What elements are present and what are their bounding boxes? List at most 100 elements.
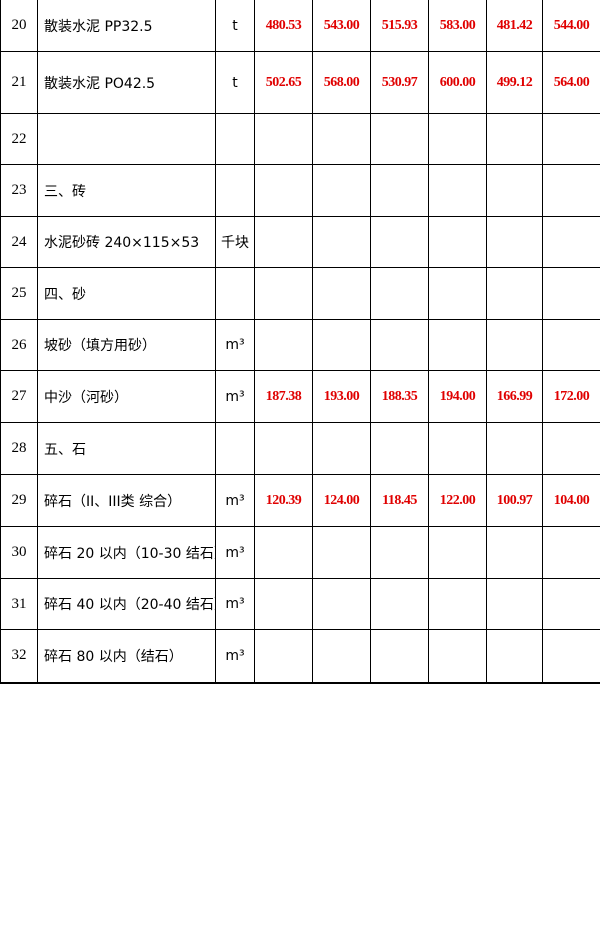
price: 118.45 — [370, 474, 429, 527]
price: 481.42 — [486, 0, 543, 52]
price — [542, 578, 600, 630]
price — [254, 267, 313, 320]
item-name: 三、砖 — [37, 164, 216, 217]
row-number: 26 — [0, 319, 38, 371]
price — [542, 216, 600, 268]
unit — [215, 422, 255, 475]
price — [370, 164, 429, 217]
price: 544.00 — [542, 0, 600, 52]
price — [542, 113, 600, 165]
price: 172.00 — [542, 370, 600, 423]
price — [428, 526, 487, 579]
price — [486, 164, 543, 217]
price: 530.97 — [370, 51, 429, 114]
price — [542, 629, 600, 684]
price — [254, 319, 313, 371]
row-number: 27 — [0, 370, 38, 423]
table-body: 20 散装水泥 PP32.5 t 480.53 543.00 515.93 583.00 48… — [0, 0, 600, 684]
row-number: 28 — [0, 422, 38, 475]
unit: t — [215, 0, 255, 52]
price — [428, 319, 487, 371]
price: 100.97 — [486, 474, 543, 527]
price — [254, 422, 313, 475]
price: 193.00 — [312, 370, 371, 423]
price — [312, 422, 371, 475]
table-row: 27 中沙（河砂） m³ 187.38 193.00 188.35 194.00 166.99… — [0, 370, 600, 423]
table-row: 22 — [0, 113, 600, 165]
price: 600.00 — [428, 51, 487, 114]
price — [370, 422, 429, 475]
price — [486, 422, 543, 475]
price — [312, 319, 371, 371]
price — [542, 526, 600, 579]
price — [542, 164, 600, 217]
price — [312, 113, 371, 165]
price: 104.00 — [542, 474, 600, 527]
unit: t — [215, 51, 255, 114]
table-row: 26 坡砂（填方用砂） m³ — [0, 319, 600, 371]
unit: m³ — [215, 578, 255, 630]
price — [428, 216, 487, 268]
price — [428, 629, 487, 684]
item-name: 水泥砂砖 240×115×53 — [37, 216, 216, 268]
price — [370, 629, 429, 684]
price: 583.00 — [428, 0, 487, 52]
price — [542, 422, 600, 475]
price — [370, 578, 429, 630]
table-row: 28 五、石 — [0, 422, 600, 475]
price — [428, 267, 487, 320]
price: 480.53 — [254, 0, 313, 52]
price: 515.93 — [370, 0, 429, 52]
price: 502.65 — [254, 51, 313, 114]
item-name: 中沙（河砂） — [37, 370, 216, 423]
price — [486, 216, 543, 268]
price — [428, 422, 487, 475]
price — [486, 629, 543, 684]
item-name: 碎石 20 以内（10-30 结石） — [37, 526, 216, 579]
price: 122.00 — [428, 474, 487, 527]
price — [370, 216, 429, 268]
price — [370, 267, 429, 320]
price — [428, 113, 487, 165]
price — [254, 629, 313, 684]
row-number: 31 — [0, 578, 38, 630]
price — [312, 526, 371, 579]
table-row: 32 碎石 80 以内（结石） m³ — [0, 629, 600, 684]
price — [486, 319, 543, 371]
price — [542, 319, 600, 371]
unit: m³ — [215, 474, 255, 527]
unit: m³ — [215, 319, 255, 371]
price — [254, 164, 313, 217]
item-name: 碎石 40 以内（20-40 结石） — [37, 578, 216, 630]
price: 120.39 — [254, 474, 313, 527]
table-row: 29 碎石（II、III类 综合） m³ 120.39 124.00 118.45 122.… — [0, 474, 600, 527]
price — [486, 578, 543, 630]
table-row: 31 碎石 40 以内（20-40 结石） m³ — [0, 578, 600, 630]
item-name: 散装水泥 PO42.5 — [37, 51, 216, 114]
row-number: 20 — [0, 0, 38, 52]
item-name: 碎石 80 以内（结石） — [37, 629, 216, 684]
price — [370, 113, 429, 165]
price — [428, 578, 487, 630]
price — [428, 164, 487, 217]
price — [486, 267, 543, 320]
price-table: 20 散装水泥 PP32.5 t 480.53 543.00 515.93 583.00 48… — [0, 0, 600, 684]
price: 194.00 — [428, 370, 487, 423]
item-name — [37, 113, 216, 165]
price: 188.35 — [370, 370, 429, 423]
item-name: 坡砂（填方用砂） — [37, 319, 216, 371]
price: 499.12 — [486, 51, 543, 114]
price: 124.00 — [312, 474, 371, 527]
price: 166.99 — [486, 370, 543, 423]
price — [254, 526, 313, 579]
unit: m³ — [215, 370, 255, 423]
price — [312, 578, 371, 630]
table-row: 20 散装水泥 PP32.5 t 480.53 543.00 515.93 583.00 48… — [0, 0, 600, 52]
price: 543.00 — [312, 0, 371, 52]
row-number: 30 — [0, 526, 38, 579]
table-row: 24 水泥砂砖 240×115×53 千块 — [0, 216, 600, 268]
item-name: 碎石（II、III类 综合） — [37, 474, 216, 527]
price — [312, 267, 371, 320]
price: 564.00 — [542, 51, 600, 114]
